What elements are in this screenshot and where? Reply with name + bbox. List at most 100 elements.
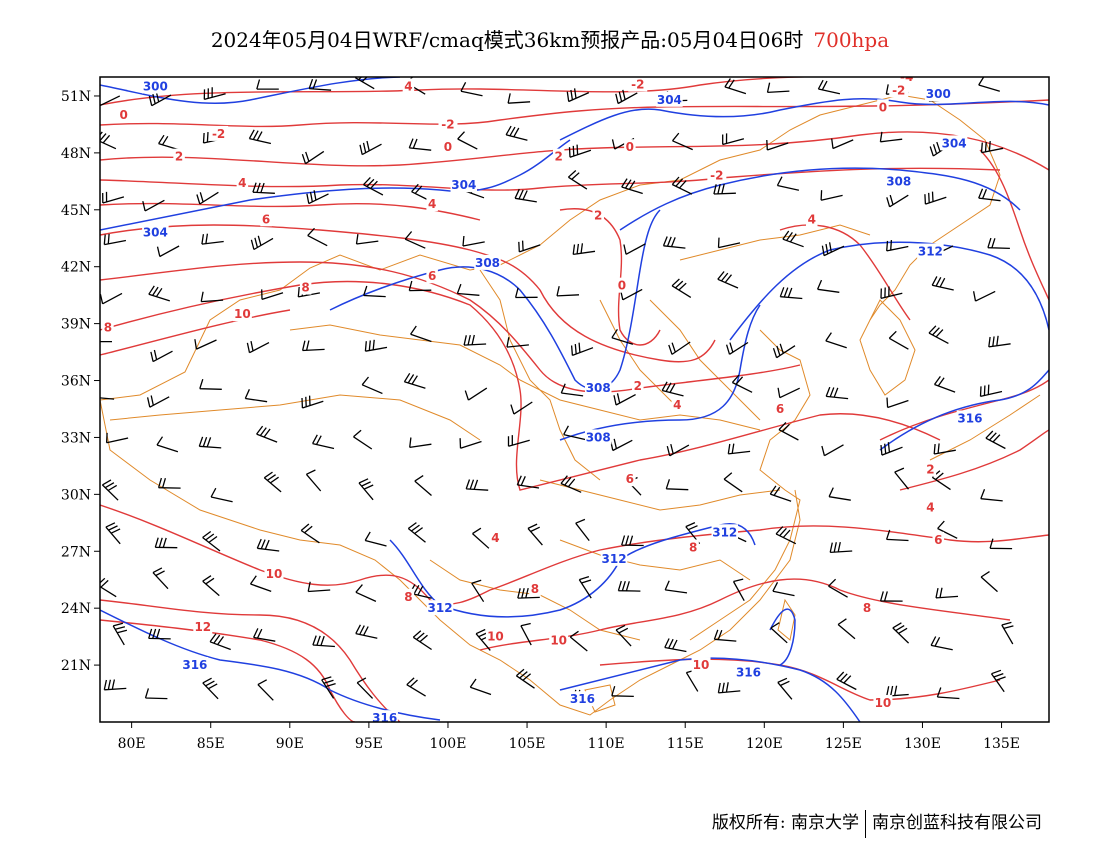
taiwan-outline xyxy=(777,598,796,641)
contour-label-bg xyxy=(442,139,454,155)
wind-barb xyxy=(928,325,949,344)
contour-label-bg xyxy=(552,148,565,164)
isotherm-line xyxy=(100,619,356,722)
wind-barb xyxy=(103,679,127,691)
wind-barb xyxy=(146,395,170,408)
contour-label: 316 xyxy=(570,692,595,706)
contour-label-bg xyxy=(956,410,984,426)
wind-barb xyxy=(935,587,959,599)
contour-label-bg xyxy=(117,106,130,122)
x-tick-label: 105E xyxy=(509,736,546,752)
contour-label-bg xyxy=(569,691,596,707)
wind-barb xyxy=(515,668,535,689)
wind-barb xyxy=(301,150,325,165)
contour-label-bg xyxy=(940,135,968,151)
contour-label-bg xyxy=(299,279,312,295)
wind-barb xyxy=(507,435,530,447)
wind-barb xyxy=(611,328,634,345)
map-frame xyxy=(99,76,1050,723)
wind-barb xyxy=(933,443,956,455)
wind-barb xyxy=(566,88,590,103)
wind-barb xyxy=(105,522,121,545)
contour-label: 300 xyxy=(926,87,951,101)
wind-barb xyxy=(578,575,592,599)
wind-barb xyxy=(664,580,688,594)
x-tick-label: 120E xyxy=(746,736,783,752)
contour-label: 10 xyxy=(234,307,251,321)
wind-barb xyxy=(100,95,121,107)
contour-label: -4 xyxy=(900,70,913,84)
contour-label-bg xyxy=(489,529,502,545)
y-tick-label: 42N xyxy=(61,260,91,276)
contour-label: 0 xyxy=(444,140,452,154)
contour-label-bg xyxy=(735,664,762,680)
wind-barb xyxy=(621,178,643,195)
contour-label-bg xyxy=(861,600,873,616)
contour-label-bg xyxy=(600,550,628,566)
contour-label: 8 xyxy=(531,582,539,596)
wind-barbs xyxy=(100,77,1014,701)
wind-barb xyxy=(572,243,596,256)
isotherm-line xyxy=(979,149,1049,301)
wind-barb xyxy=(514,287,538,299)
contour-label: 316 xyxy=(372,711,397,725)
wind-barb xyxy=(408,138,432,151)
wind-barb xyxy=(308,78,332,91)
geopotential-line xyxy=(559,304,761,441)
wind-barb xyxy=(731,374,753,393)
wind-barb xyxy=(253,628,276,642)
wind-barb xyxy=(713,183,736,195)
contour-label-bg xyxy=(402,588,415,604)
wind-barb xyxy=(518,240,541,253)
wind-barb xyxy=(200,291,224,303)
japan-outline xyxy=(929,394,1041,461)
wind-barb xyxy=(353,429,373,450)
wind-barb xyxy=(464,387,488,401)
contour-label-bg xyxy=(691,657,711,673)
wind-barb xyxy=(100,131,117,150)
isotherm-line xyxy=(100,167,1001,191)
wind-barb xyxy=(517,587,540,599)
wind-barb xyxy=(459,438,482,449)
wind-barb xyxy=(664,638,687,653)
wind-barb xyxy=(202,575,220,597)
wind-barb xyxy=(199,379,222,390)
wind-barb xyxy=(980,141,1004,154)
wind-barb xyxy=(210,487,233,503)
contour-label: 308 xyxy=(586,430,611,444)
wind-barb xyxy=(717,682,741,694)
wind-barb xyxy=(457,131,478,150)
wind-barb xyxy=(256,79,279,90)
contour-label: 4 xyxy=(926,501,934,515)
wind-barb xyxy=(724,78,747,95)
wind-barb xyxy=(972,290,996,302)
contour-label-bg xyxy=(142,224,169,240)
wind-barb xyxy=(980,489,1003,502)
contour-label-bg xyxy=(652,61,671,76)
wind-barb xyxy=(463,334,487,346)
y-tick-label: 33N xyxy=(61,430,91,446)
y-tick-label: 51N xyxy=(61,89,91,105)
contour-label: 4 xyxy=(491,531,499,545)
isotherm-line xyxy=(100,309,291,356)
wind-barb xyxy=(817,279,840,293)
wind-barb xyxy=(732,578,745,602)
wind-barb xyxy=(668,341,691,355)
korea-outline xyxy=(859,299,916,396)
wind-barb xyxy=(194,339,217,350)
contour-label-bg xyxy=(711,524,739,540)
wind-barb xyxy=(148,285,170,302)
wind-barb xyxy=(505,125,528,141)
contour-label: 2 xyxy=(926,463,934,477)
wind-barb xyxy=(102,191,125,204)
wind-barb xyxy=(297,285,321,298)
boundary-inner-7 xyxy=(649,299,761,421)
isotherm-line xyxy=(100,131,1049,171)
wind-barb xyxy=(775,526,797,545)
contour-label-bg xyxy=(632,378,644,394)
wind-barb xyxy=(354,77,375,90)
wind-barb xyxy=(989,538,1013,550)
wind-barb xyxy=(880,286,903,300)
wind-barb xyxy=(568,144,592,158)
